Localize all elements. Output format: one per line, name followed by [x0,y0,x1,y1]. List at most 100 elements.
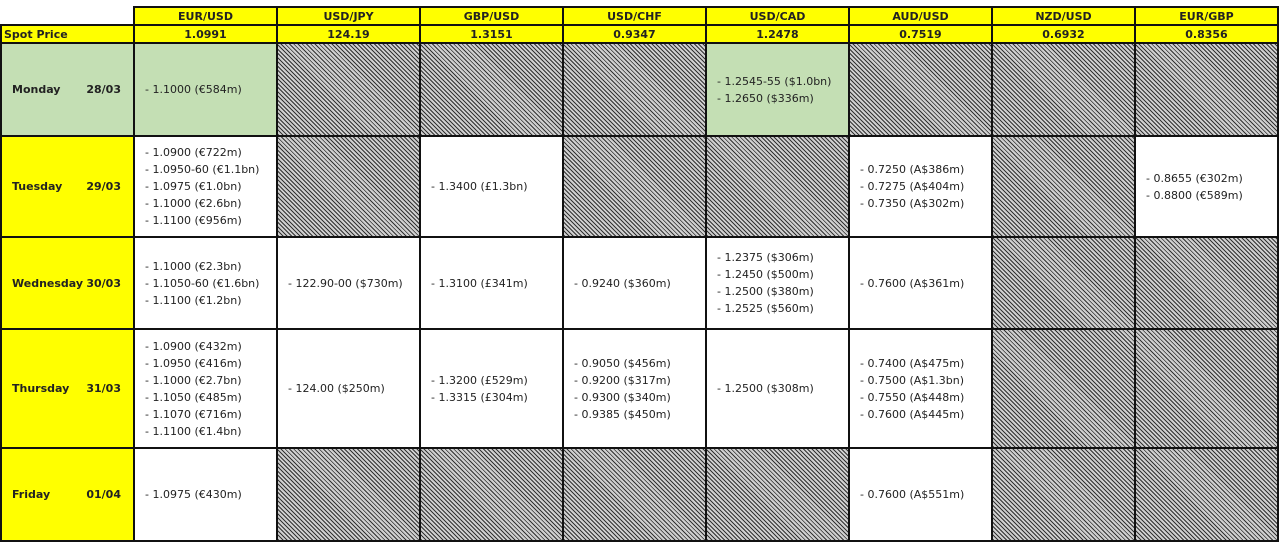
table-row: 30/03 Wednesday - 1.1000 (€2.3bn) - 1.1050-… [0,236,1279,330]
day-cell: 29/03 Tuesday [0,135,135,238]
expiry-line: - 1.0975 (€430m) [145,488,242,501]
spot-price: 0.7519 [848,24,993,44]
expiry-line: - 0.8655 (€302m) [1146,171,1243,185]
expiry-line: - 0.9050 ($456m) [574,356,671,370]
fx-option-expiries-table: EUR/USD USD/JPY GBP/USD USD/CHF USD/CAD AUD/U… [0,6,1279,542]
empty-hatched-cell [705,447,850,542]
empty-hatched-cell [705,135,850,238]
spot-price: 1.0991 [133,24,278,44]
expiry-line: - 0.7600 (A$445m) [860,407,965,421]
empty-hatched-cell [276,42,421,137]
day-date: 01/04 [86,488,121,501]
empty-hatched-cell [1134,236,1279,330]
expiry-cell: - 1.2500 ($308m) [705,328,850,449]
corner-cell [1,7,134,25]
expiry-line: - 1.0900 (€722m) [145,146,242,159]
day-date: 29/03 [86,180,121,193]
expiry-cell: - 122.90-00 ($730m) [276,236,421,330]
expiry-cell: - 0.7400 (A$475m) - 0.7500 (A$1.3bn) - 0.7… [848,328,993,449]
expiry-line: - 1.3200 (£529m) [431,373,528,387]
spot-price: 1.3151 [419,24,564,44]
spot-price: 0.9347 [562,24,707,44]
day-date: 31/03 [86,382,121,395]
expiry-line: - 0.7600 (A$361m) [860,276,965,290]
expiry-line: - 1.2545-55 ($1.0bn) [717,74,832,88]
expiry-line: - 1.1100 (€956m) [145,214,242,227]
pair-header: GBP/USD [419,6,564,26]
empty-hatched-cell [562,447,707,542]
expiry-cell: - 1.0900 (€432m) - 1.0950 (€416m) - 1.1000… [133,328,278,449]
empty-hatched-cell [848,42,993,137]
expiry-line: - 0.7550 (A$448m) [860,390,965,404]
expiry-line: - 0.7600 (A$551m) [860,488,965,501]
empty-hatched-cell [419,447,564,542]
day-name: Thursday [12,382,70,395]
expiry-line: - 0.7500 (A$1.3bn) [860,373,965,387]
expiry-line: - 1.1000 (€2.7bn) [145,373,242,387]
pair-header: USD/CHF [562,6,707,26]
pair-header: USD/CAD [705,6,850,26]
expiry-cell: - 1.2375 ($306m) - 1.2450 ($500m) - 1.2500… [705,236,850,330]
expiry-cell: - 1.1000 (€584m) [133,42,278,137]
spot-price-label: Spot Price [0,24,135,44]
empty-hatched-cell [276,135,421,238]
spot-price: 0.8356 [1134,24,1279,44]
expiry-line: - 0.7400 (A$475m) [860,356,965,370]
day-name: Friday [12,488,51,501]
expiry-line: - 1.2525 ($560m) [717,302,814,315]
expiry-line: - 1.1070 (€716m) [145,407,242,421]
expiry-line: - 1.1000 (€584m) [145,83,242,96]
expiry-cell: - 0.7600 (A$551m) [848,447,993,542]
expiry-line: - 1.0950 (€416m) [145,356,242,370]
expiry-line: - 1.1000 (€2.6bn) [145,197,242,210]
empty-hatched-cell [562,42,707,137]
empty-hatched-cell [991,42,1136,137]
empty-hatched-cell [991,135,1136,238]
expiry-line: - 0.8800 (€589m) [1146,188,1243,202]
day-cell: 28/03 Monday [0,42,135,137]
expiry-line: - 0.7250 (A$386m) [860,163,965,176]
expiry-cell: - 1.3100 (£341m) [419,236,564,330]
expiry-line: - 1.1100 (€1.4bn) [145,424,242,438]
expiry-line: - 1.1000 (€2.3bn) [145,259,242,273]
empty-hatched-cell [1134,328,1279,449]
expiry-line: - 124.00 ($250m) [288,382,385,395]
table-row: 31/03 Thursday - 1.0900 (€432m) - 1.0950 (€… [0,328,1279,449]
expiry-line: - 1.2500 ($308m) [717,382,814,395]
expiry-cell: - 124.00 ($250m) [276,328,421,449]
spot-price: 1.2478 [705,24,850,44]
expiry-cell: - 1.0900 (€722m) - 1.0950-60 (€1.1bn) - 1.… [133,135,278,238]
expiry-cell: - 1.0975 (€430m) [133,447,278,542]
expiry-line: - 1.3400 (£1.3bn) [431,180,528,193]
day-name: Monday [12,83,61,96]
pair-header: AUD/USD [848,6,993,26]
expiry-cell: - 1.2545-55 ($1.0bn) - 1.2650 ($336m) [705,42,850,137]
expiry-line: - 0.9240 ($360m) [574,276,671,290]
expiry-cell: - 0.7250 (A$386m) - 0.7275 (A$404m) - 0.73… [848,135,993,238]
day-cell: 30/03 Wednesday [0,236,135,330]
pair-header: EUR/USD [133,6,278,26]
day-name: Wednesday [12,276,84,290]
expiry-line: - 1.2650 ($336m) [717,91,814,105]
day-cell: 01/04 Friday [0,447,135,542]
expiry-line: - 0.9200 ($317m) [574,373,671,387]
expiry-line: - 1.0975 (€1.0bn) [145,180,242,193]
expiry-line: - 1.3315 (£304m) [431,390,528,404]
expiry-line: - 1.0950-60 (€1.1bn) [145,163,260,176]
empty-hatched-cell [991,236,1136,330]
spot-price: 124.19 [276,24,421,44]
table-row: 28/03 Monday - 1.1000 (€584m) - 1.2545-55 (… [0,42,1279,137]
expiry-cell: - 0.7600 (A$361m) [848,236,993,330]
pair-header: NZD/USD [991,6,1136,26]
expiry-line: - 0.9385 ($450m) [574,407,671,421]
expiry-line: - 122.90-00 ($730m) [288,276,403,290]
spot-price-row: Spot Price 1.0991 124.19 1.3151 0.9347 1.2478… [0,24,1279,44]
expiry-cell: - 1.3400 (£1.3bn) [419,135,564,238]
empty-hatched-cell [991,447,1136,542]
expiry-line: - 0.7275 (A$404m) [860,180,965,193]
expiry-line: - 1.3100 (£341m) [431,276,528,290]
empty-hatched-cell [419,42,564,137]
table-row: 29/03 Tuesday - 1.0900 (€722m) - 1.0950-60 … [0,135,1279,238]
expiry-cell: - 1.3200 (£529m) - 1.3315 (£304m) [419,328,564,449]
expiry-cell: - 1.1000 (€2.3bn) - 1.1050-60 (€1.6bn) - 1… [133,236,278,330]
